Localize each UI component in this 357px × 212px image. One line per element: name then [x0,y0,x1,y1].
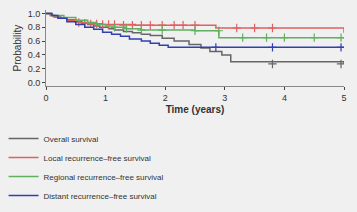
svg-text:Distant recurrence–free surviv: Distant recurrence–free survival [44,192,157,201]
svg-text:Regional recurrence–free survi: Regional recurrence–free survival [44,173,164,182]
svg-text:3: 3 [222,93,227,103]
svg-text:Overall survival: Overall survival [44,135,99,144]
svg-text:Time (years): Time (years) [166,104,225,115]
svg-text:0.4: 0.4 [28,50,41,60]
svg-text:0.0: 0.0 [28,78,41,88]
svg-text:2: 2 [163,93,168,103]
svg-text:1: 1 [103,93,108,103]
svg-text:0.8: 0.8 [28,22,41,32]
svg-text:5: 5 [341,93,346,103]
svg-text:0.6: 0.6 [28,36,41,46]
svg-text:Probability: Probability [12,25,23,72]
svg-text:0.2: 0.2 [28,64,41,74]
svg-text:1.0: 1.0 [28,9,41,19]
svg-text:0: 0 [43,93,48,103]
svg-text:4: 4 [282,93,287,103]
svg-text:Local recurrence–free survival: Local recurrence–free survival [44,154,151,163]
